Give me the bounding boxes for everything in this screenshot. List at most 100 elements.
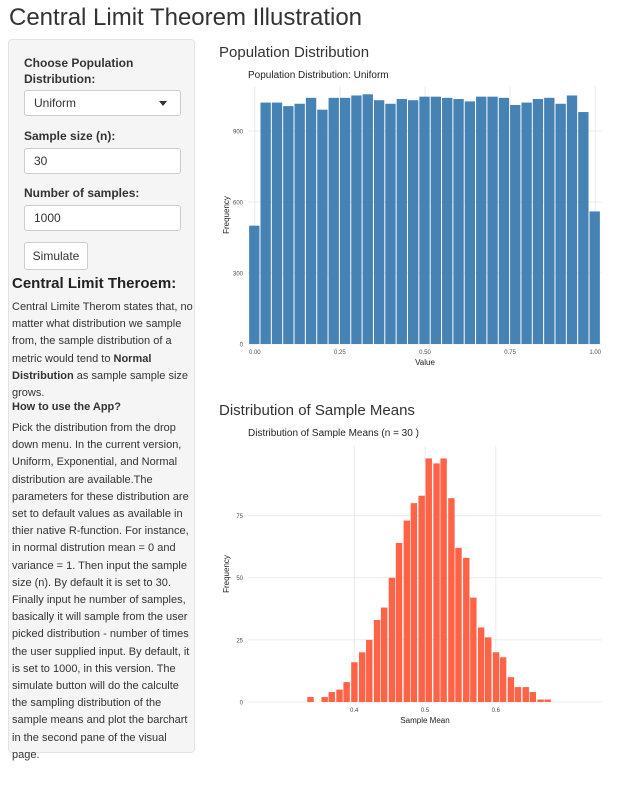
means-bar [307, 697, 314, 702]
population-bar [362, 94, 373, 345]
sample-size-input[interactable]: 30 [24, 148, 181, 174]
clt-intro-tail: as sample sample size grows. [12, 369, 189, 400]
distribution-select-value: Uniform [34, 96, 77, 110]
means-x-tick-label: 0.4 [350, 708, 359, 714]
population-bar [339, 97, 351, 344]
means-bar [507, 677, 515, 702]
clt-heading: Central Limit Theroem: [12, 275, 177, 292]
population-bar [532, 99, 544, 345]
population-chart: Population Distribution: Uniform 0 300 600 9… [222, 70, 602, 367]
simulate-button[interactable]: Simulate [24, 242, 88, 270]
means-bar [492, 652, 500, 702]
means-bar [380, 607, 388, 702]
means-bar [418, 495, 425, 702]
means-bar [343, 682, 350, 702]
means-x-tick-label: 0.6 [492, 708, 501, 714]
population-bar [521, 102, 532, 344]
clt-description: Central Limite Therom states that, no ma… [12, 299, 195, 402]
distribution-select[interactable]: Uniform [24, 90, 181, 116]
means-bar [366, 639, 373, 702]
clt-intro-text: Central Limite Therom states that, no ma… [12, 301, 193, 365]
clt-intro-bold: Normal Distribution [12, 352, 152, 382]
means-bar [477, 627, 485, 702]
means-bar [522, 687, 529, 702]
means-bar [395, 542, 403, 702]
means-bar [440, 458, 447, 702]
means-bar [336, 689, 343, 702]
population-bar [430, 96, 442, 345]
population-bar [249, 225, 260, 344]
means-bar [485, 637, 492, 702]
population-y-tick-label: 300 [233, 271, 244, 277]
means-bar [388, 577, 396, 702]
population-panel-title: Population Distribution [219, 44, 370, 61]
howto-heading: How to use the App? [12, 401, 121, 413]
means-bar [425, 458, 432, 702]
population-x-tick-label: 0.00 [249, 350, 261, 356]
population-bar [487, 96, 498, 345]
population-bar [544, 97, 555, 344]
means-y-axis-label: Frequency [222, 555, 231, 593]
population-bar [294, 103, 305, 344]
population-y-tick-label: 600 [233, 200, 244, 206]
means-bar [321, 697, 328, 702]
sample-size-label: Sample size (n): [24, 129, 116, 143]
population-bar [498, 97, 510, 344]
means-bar [403, 520, 411, 702]
means-bar [537, 699, 544, 702]
means-bar [499, 657, 507, 702]
caret-down-icon [159, 101, 167, 106]
population-bar [283, 106, 294, 344]
means-y-tick-label: 50 [236, 576, 243, 582]
population-bar [328, 97, 339, 344]
population-bar [589, 211, 600, 344]
population-bar [385, 103, 396, 344]
population-bar [305, 97, 317, 344]
population-bar [442, 97, 453, 344]
means-bar [544, 699, 551, 702]
sample-size-value: 30 [34, 154, 48, 168]
means-y-tick-label: 25 [236, 638, 243, 644]
howto-text: Pick the distribution from the drop down… [12, 422, 190, 761]
means-bar [514, 687, 522, 702]
means-bar [328, 692, 335, 702]
num-samples-label: Number of samples: [24, 186, 140, 200]
means-bar [351, 662, 358, 702]
population-bar [476, 96, 487, 345]
means-bar [410, 503, 418, 702]
population-x-tick-label: 0.50 [419, 350, 431, 356]
sample-means-chart: Distribution of Sample Means (n = 30 ) 0 2… [222, 428, 602, 725]
population-x-tick-label: 1.00 [589, 350, 601, 356]
population-bar [271, 102, 283, 344]
means-y-tick-label: 0 [240, 701, 244, 707]
means-bar [358, 652, 366, 702]
means-panel-title: Distribution of Sample Means [219, 402, 415, 419]
population-bar [566, 95, 578, 344]
population-bar [373, 100, 385, 344]
population-bar [453, 99, 464, 345]
means-bar [433, 463, 440, 702]
means-chart-title: Distribution of Sample Means (n = 30 ) [248, 428, 419, 439]
num-samples-value: 1000 [34, 211, 61, 225]
app-title: Central Limit Theorem Illustration [9, 4, 363, 31]
population-x-tick-label: 0.75 [504, 350, 516, 356]
population-x-tick-label: 0.25 [334, 350, 346, 356]
population-y-axis-label: Frequency [222, 196, 231, 234]
population-bar [555, 103, 566, 344]
population-x-axis-label: Value [415, 358, 435, 367]
means-bar [448, 498, 455, 702]
means-bar [455, 547, 462, 702]
num-samples-input[interactable]: 1000 [24, 205, 181, 231]
population-y-tick-label: 900 [233, 129, 244, 135]
population-bar [260, 102, 271, 344]
means-x-axis-label: Sample Mean [400, 716, 449, 725]
means-bar [470, 597, 477, 702]
sidebar-panel: Choose Population Distribution: Uniform … [8, 39, 195, 761]
means-y-tick-label: 75 [236, 514, 243, 520]
means-bar [529, 692, 537, 702]
means-x-tick-label: 0.5 [421, 708, 430, 714]
population-bar [419, 96, 430, 345]
population-bar [351, 95, 362, 344]
distribution-label: Choose Population Distribution: [24, 56, 134, 86]
population-bar [396, 99, 407, 345]
